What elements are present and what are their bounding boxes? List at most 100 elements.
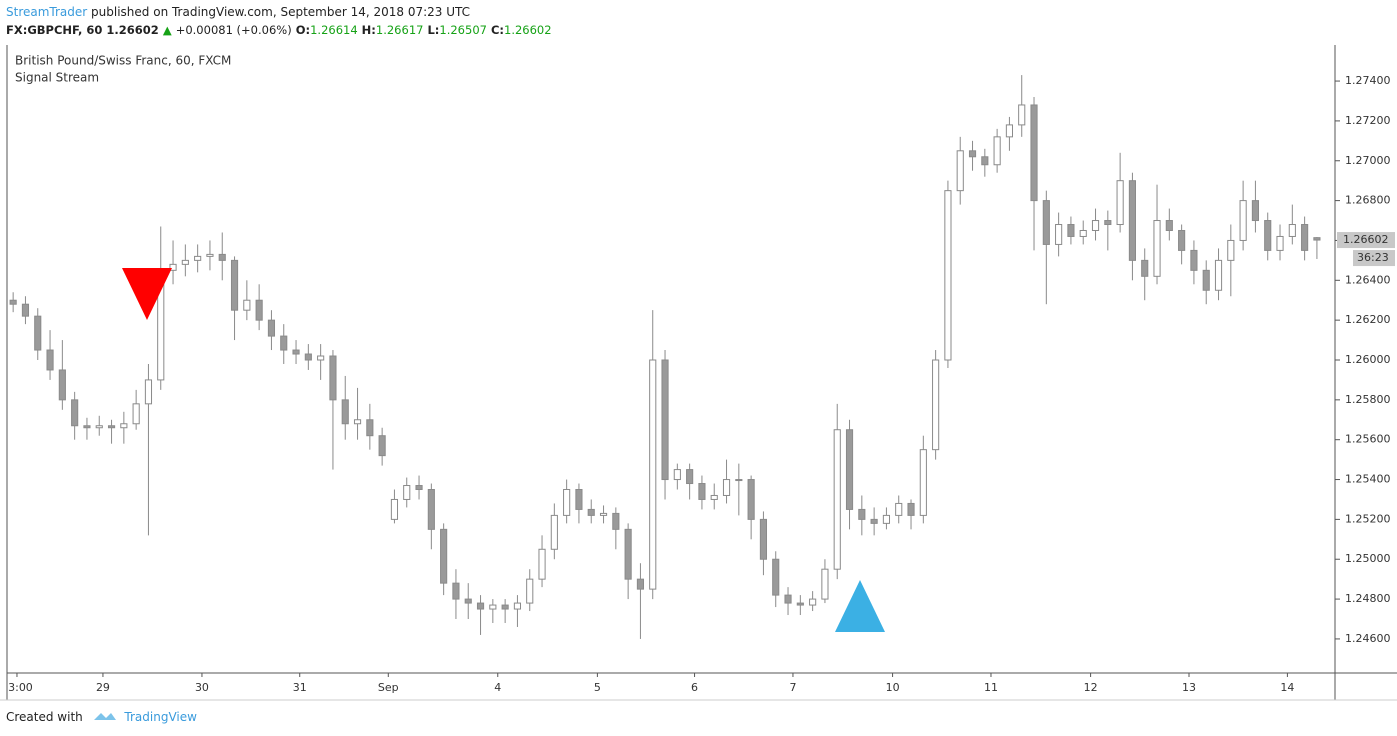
footer-text: Created with [6, 710, 83, 724]
candle-body [784, 594, 792, 604]
sell-signal [122, 268, 172, 320]
candle-body [452, 582, 460, 600]
candle-body [698, 483, 706, 500]
candle-body [710, 494, 718, 500]
candle-body [661, 359, 669, 481]
candle-body [919, 449, 927, 516]
candle-body [1178, 229, 1186, 251]
candle-body [858, 508, 866, 520]
y-tick-label: 1.25800 [1345, 393, 1391, 406]
x-tick-label: 30 [195, 681, 209, 694]
candle-body [513, 602, 522, 610]
candle-body [538, 548, 546, 580]
y-tick-label: 1.25000 [1345, 552, 1391, 565]
ohlc-label: C: [490, 23, 504, 37]
ohlc-value: 1.26614 [310, 23, 358, 37]
y-tick-label: 1.27400 [1345, 74, 1391, 87]
x-tick-label: 14 [1280, 681, 1294, 694]
candle-body [95, 425, 103, 429]
candle-body [1264, 220, 1272, 251]
ohlc-value: 1.26507 [439, 23, 487, 37]
y-tick-label: 1.26000 [1345, 353, 1391, 366]
candle-body [624, 528, 632, 580]
ohlc-label: O: [295, 23, 311, 37]
candle-body [9, 299, 17, 305]
candle-body [464, 598, 472, 604]
x-tick-label: 4 [494, 681, 501, 694]
ohlc-value: 1.26617 [375, 23, 424, 37]
candle-body [1202, 269, 1210, 291]
x-tick-label: 6 [691, 681, 698, 694]
y-tick-label: 1.27200 [1345, 114, 1391, 127]
candle-body [255, 299, 263, 321]
x-tick-label: 10 [886, 681, 900, 694]
candle-body [329, 355, 337, 401]
candle-body [501, 604, 509, 610]
candle-body [1141, 259, 1149, 277]
candle-body [58, 369, 66, 401]
y-tick-label: 1.24800 [1345, 592, 1391, 605]
candle-body [599, 512, 608, 516]
candle-body [194, 255, 202, 261]
candle-body [1042, 200, 1050, 245]
candle-body [317, 355, 325, 361]
candle-body [144, 379, 153, 405]
tv-logo [93, 713, 116, 720]
author[interactable]: StreamTrader [6, 5, 88, 19]
candle-body [21, 303, 30, 317]
x-tick-label: 29 [96, 681, 110, 694]
candle-body [882, 514, 891, 524]
footer: Created with TradingView [6, 710, 197, 724]
candle-body [833, 429, 841, 570]
candle-body [870, 518, 878, 524]
footer-brand[interactable]: TradingView [124, 710, 197, 724]
candle-body [1214, 259, 1223, 291]
x-tick-label: 5 [594, 681, 601, 694]
candle-body [944, 190, 952, 361]
candle-body [83, 425, 91, 429]
candle-body [895, 502, 903, 516]
candle-body [304, 353, 312, 361]
publish-info: published on TradingView.com, September … [91, 5, 471, 19]
candle-body [673, 469, 681, 481]
candle-body [415, 485, 423, 491]
candle-body [427, 489, 435, 530]
candle-body [243, 299, 251, 311]
candle-body [686, 469, 694, 485]
candle-body [759, 518, 768, 560]
y-tick-label: 1.25600 [1345, 433, 1391, 446]
candle-body [612, 512, 620, 530]
candle-body [403, 485, 411, 500]
symbol: FX:GBPCHF, 60 [6, 23, 103, 37]
x-tick-label: Sep [378, 681, 399, 694]
candle-body [1067, 224, 1075, 237]
y-tick-label: 1.25400 [1345, 473, 1391, 486]
header: StreamTrader published on TradingView.co… [6, 3, 556, 39]
candle-body [747, 479, 755, 520]
last-price: 1.26602 [106, 23, 159, 37]
candle-body [821, 568, 829, 600]
legend-title: British Pound/Swiss Franc, 60, FXCM [15, 54, 231, 68]
candle-body [907, 502, 915, 516]
plot [9, 75, 1321, 639]
x-tick-label: 31 [293, 681, 307, 694]
candle-body [341, 399, 349, 425]
candle-body [366, 419, 374, 437]
chart-background [0, 40, 1397, 700]
candle-body [526, 578, 534, 604]
candle-body [378, 435, 386, 457]
y-tick-label: 1.26400 [1345, 273, 1391, 286]
candle-body [575, 489, 583, 510]
candle-body [1239, 200, 1247, 241]
candle-body [280, 335, 288, 351]
countdown-tag [1353, 250, 1395, 267]
x-tick-label: 13 [1182, 681, 1196, 694]
ohlc: O:1.26614 H:1.26617 L:1.26507 C:1.26602 [296, 23, 556, 37]
candle-body [120, 423, 128, 429]
y-tick-label: 1.25200 [1345, 512, 1391, 525]
candle-body [292, 349, 300, 355]
candle-body [1276, 235, 1284, 251]
ohlc-label: L: [427, 23, 440, 37]
